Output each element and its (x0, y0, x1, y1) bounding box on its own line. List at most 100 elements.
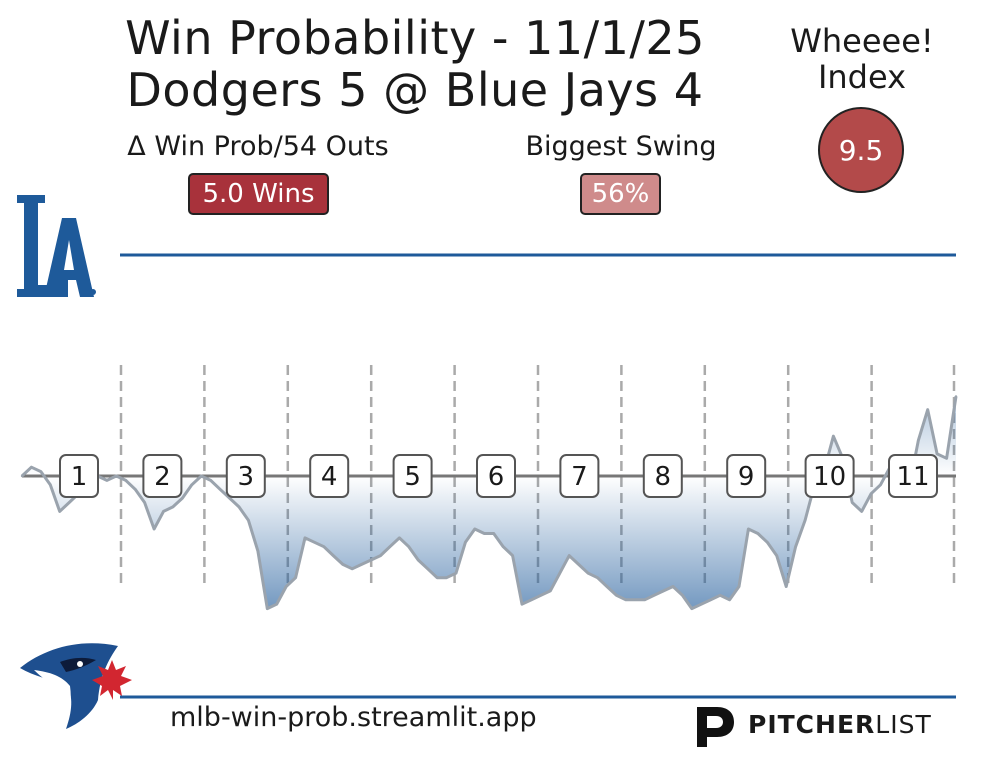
inning-label: 9 (738, 462, 755, 492)
data-point (96, 474, 99, 478)
area-below-midline (22, 476, 956, 609)
inning-label-box (642, 454, 683, 498)
data-point (237, 505, 241, 509)
data-point (454, 572, 458, 575)
data-point (577, 563, 580, 566)
data-point (369, 558, 373, 562)
data-point (435, 576, 439, 579)
data-point (49, 483, 52, 486)
data-point (690, 607, 693, 610)
data-point (728, 598, 731, 601)
data-point (756, 532, 760, 535)
data-point (615, 594, 618, 597)
source-url: mlb-win-prob.streamlit.app (170, 702, 537, 733)
data-point (945, 457, 948, 460)
data-point (228, 496, 231, 500)
data-point (351, 567, 354, 570)
data-point (105, 479, 109, 482)
data-point (256, 549, 260, 553)
delta-win-prob-label: Δ Win Prob/54 Outs (127, 131, 389, 162)
data-point (869, 492, 873, 495)
biggest-swing-label: Biggest Swing (525, 131, 717, 162)
data-point (586, 572, 590, 575)
data-point (124, 479, 128, 482)
inning-label-box (392, 454, 433, 498)
data-point (502, 545, 505, 548)
data-point (549, 589, 552, 593)
data-point (181, 496, 184, 500)
data-point (917, 439, 920, 442)
data-point (285, 585, 288, 588)
data-point (803, 519, 807, 522)
data-point (417, 558, 420, 562)
chart-title-line2: Dodgers 5 @ Blue Jays 4 (126, 63, 704, 117)
data-point (785, 585, 788, 588)
data-point (662, 589, 665, 593)
inning-label: 10 (813, 462, 846, 492)
data-point (888, 466, 892, 469)
inning-label-box (476, 454, 516, 498)
data-point (218, 488, 222, 491)
data-point (20, 474, 24, 478)
data-point (860, 510, 863, 513)
data-point (718, 594, 722, 597)
data-point (322, 545, 326, 548)
data-point (58, 510, 61, 513)
data-point (190, 483, 193, 486)
data-point (652, 594, 656, 597)
data-point (766, 541, 769, 544)
data-point (68, 501, 71, 504)
data-point (115, 474, 118, 478)
inning-label: 11 (896, 462, 929, 492)
wheeee-index-badge: 9.5 (818, 107, 904, 193)
data-point (935, 452, 939, 456)
data-point (171, 505, 175, 509)
inning-label-box (726, 454, 767, 498)
data-point (841, 457, 844, 460)
data-point (709, 598, 712, 601)
biggest-swing-value: 56% (580, 173, 661, 215)
data-point (539, 594, 543, 597)
data-point (445, 576, 448, 579)
data-point (558, 572, 561, 575)
dodgers-logo (17, 195, 96, 297)
data-point (671, 585, 675, 588)
data-point (898, 474, 901, 478)
data-point (266, 607, 269, 610)
inning-label: 1 (71, 462, 88, 492)
data-point (360, 563, 363, 566)
inning-label-box (888, 454, 938, 498)
data-point (926, 408, 929, 411)
data-point (520, 603, 524, 606)
inning-label-box (804, 454, 855, 498)
data-point (247, 519, 250, 522)
data-point (879, 483, 882, 486)
data-point (398, 536, 401, 540)
data-point (77, 492, 80, 495)
chart-title-line1: Win Probability - 11/1/25 (125, 11, 705, 65)
data-point (134, 488, 137, 491)
data-point (39, 470, 43, 473)
data-point (294, 576, 297, 579)
blue-jays-logo (20, 643, 132, 729)
wheeee-label-line1: Wheeee! (790, 22, 934, 60)
data-point (407, 545, 410, 548)
data-point (737, 585, 741, 588)
data-point (605, 585, 609, 588)
data-point (143, 501, 146, 504)
data-point (492, 532, 495, 535)
inning-label: 7 (571, 462, 588, 492)
inning-label-box (309, 454, 350, 498)
inning-label-box (59, 454, 99, 498)
data-point (851, 501, 854, 504)
data-point (332, 554, 335, 557)
data-point (568, 554, 571, 557)
data-point (483, 532, 486, 535)
data-point (907, 488, 910, 491)
data-point (822, 470, 826, 473)
data-point (832, 435, 835, 438)
data-point (426, 567, 429, 570)
data-point (209, 479, 212, 482)
inning-label: 4 (321, 462, 338, 492)
wheeee-label-line2: Index (817, 58, 907, 96)
